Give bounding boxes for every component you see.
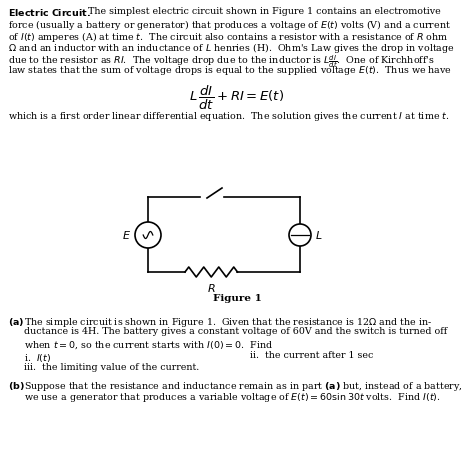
Text: $\mathbf{(b)}$: $\mathbf{(b)}$ <box>8 379 25 392</box>
Text: when $t = 0$, so the current starts with $I(0) = 0$.  Find: when $t = 0$, so the current starts with… <box>24 339 273 351</box>
Text: $\Omega$ and an inductor with an inductance of $L$ henries (H).  Ohm's Law gives: $\Omega$ and an inductor with an inducta… <box>8 41 455 55</box>
Text: $\mathbf{(a)}$: $\mathbf{(a)}$ <box>8 316 24 328</box>
Circle shape <box>135 222 161 248</box>
Text: $R$: $R$ <box>207 282 216 294</box>
Text: i.  $I(t)$: i. $I(t)$ <box>24 352 51 364</box>
Text: which is a first order linear differential equation.  The solution gives the cur: which is a first order linear differenti… <box>8 110 449 123</box>
Text: The simple circuit is shown in Figure 1.  Given that the resistance is 12$\Omega: The simple circuit is shown in Figure 1.… <box>24 316 432 329</box>
Text: The simplest electric circuit shown in Figure 1 contains an electromotive: The simplest electric circuit shown in F… <box>82 7 441 16</box>
Text: ductance is 4H. The battery gives a constant voltage of 60V and the switch is tu: ductance is 4H. The battery gives a cons… <box>24 327 447 337</box>
Text: $L\,\dfrac{dI}{dt} + RI = E(t)$: $L\,\dfrac{dI}{dt} + RI = E(t)$ <box>190 84 284 112</box>
Text: law states that the sum of voltage drops is equal to the supplied voltage $E(t)$: law states that the sum of voltage drops… <box>8 65 452 78</box>
Text: Suppose that the resistance and inductance remain as in part $\mathbf{(a)}$ but,: Suppose that the resistance and inductan… <box>24 379 463 392</box>
Text: force (usually a battery or generator) that produces a voltage of $E(t)$ volts (: force (usually a battery or generator) t… <box>8 19 451 33</box>
Circle shape <box>289 224 311 246</box>
Text: due to the resistor as $RI$.  The voltage drop due to the inductor is $L\frac{dI: due to the resistor as $RI$. The voltage… <box>8 53 435 70</box>
Text: ii.  the current after 1 sec: ii. the current after 1 sec <box>250 352 374 360</box>
Text: $\mathbf{Electric\ Circuit.}$: $\mathbf{Electric\ Circuit.}$ <box>8 7 91 18</box>
Text: $E$: $E$ <box>122 229 131 241</box>
Text: we use a generator that produces a variable voltage of $E(t) = 60\sin 30t$ volts: we use a generator that produces a varia… <box>24 391 441 404</box>
Text: Figure 1: Figure 1 <box>212 294 262 303</box>
Text: $L$: $L$ <box>315 229 322 241</box>
Text: of $I(t)$ amperes (A) at time $t$.  The circuit also contains a resistor with a : of $I(t)$ amperes (A) at time $t$. The c… <box>8 30 448 44</box>
Text: iii.  the limiting value of the current.: iii. the limiting value of the current. <box>24 363 199 372</box>
